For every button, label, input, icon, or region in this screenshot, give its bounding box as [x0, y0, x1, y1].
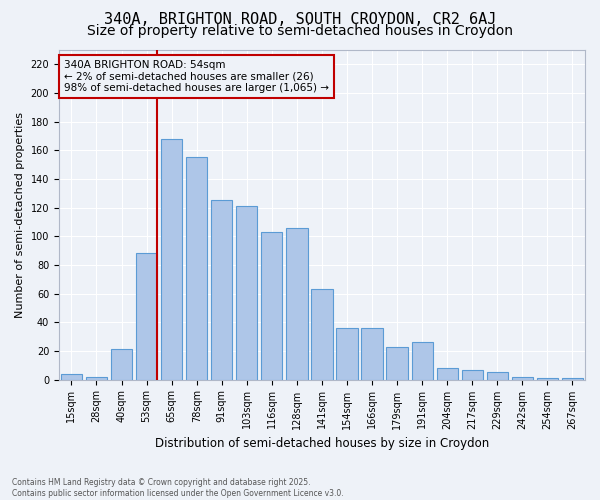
Bar: [512, 376, 533, 380]
Bar: [186, 158, 208, 380]
Bar: [211, 200, 232, 380]
Bar: [437, 368, 458, 380]
Bar: [461, 370, 483, 380]
Bar: [537, 378, 558, 380]
Bar: [311, 290, 332, 380]
Bar: [337, 328, 358, 380]
Bar: [286, 228, 308, 380]
Bar: [86, 376, 107, 380]
Text: Contains HM Land Registry data © Crown copyright and database right 2025.
Contai: Contains HM Land Registry data © Crown c…: [12, 478, 344, 498]
Bar: [487, 372, 508, 380]
Bar: [361, 328, 383, 380]
Bar: [61, 374, 82, 380]
Text: 340A, BRIGHTON ROAD, SOUTH CROYDON, CR2 6AJ: 340A, BRIGHTON ROAD, SOUTH CROYDON, CR2 …: [104, 12, 496, 28]
Text: Size of property relative to semi-detached houses in Croydon: Size of property relative to semi-detach…: [87, 24, 513, 38]
Bar: [236, 206, 257, 380]
Bar: [386, 346, 408, 380]
Bar: [136, 254, 157, 380]
Y-axis label: Number of semi-detached properties: Number of semi-detached properties: [15, 112, 25, 318]
X-axis label: Distribution of semi-detached houses by size in Croydon: Distribution of semi-detached houses by …: [155, 437, 489, 450]
Text: 340A BRIGHTON ROAD: 54sqm
← 2% of semi-detached houses are smaller (26)
98% of s: 340A BRIGHTON ROAD: 54sqm ← 2% of semi-d…: [64, 60, 329, 93]
Bar: [111, 350, 132, 380]
Bar: [161, 139, 182, 380]
Bar: [562, 378, 583, 380]
Bar: [412, 342, 433, 380]
Bar: [261, 232, 283, 380]
